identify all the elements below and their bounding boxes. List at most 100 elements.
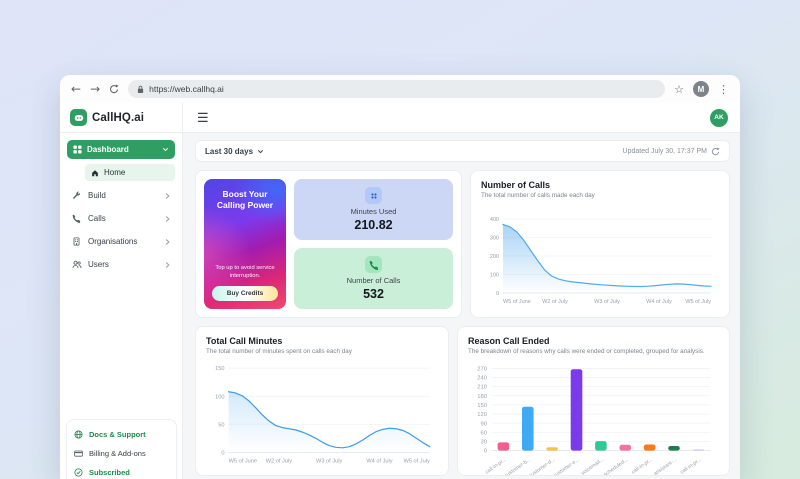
refresh-icon[interactable] xyxy=(711,146,720,156)
credit-card-icon xyxy=(74,449,83,458)
hamburger-menu-icon[interactable]: ☰ xyxy=(197,109,209,125)
summary-card: Boost Your Calling Power Top up to avoid… xyxy=(195,170,462,318)
chevron-down-icon xyxy=(162,146,169,153)
footer-item-label: Billing & Add-ons xyxy=(89,449,146,458)
svg-text:100: 100 xyxy=(215,394,224,400)
sidebar-item-label: Dashboard xyxy=(87,145,129,154)
sidebar-item-label: Calls xyxy=(88,214,106,223)
total-call-minutes-chart-card: Total Call Minutes The total number of m… xyxy=(195,326,449,476)
svg-text:W5 of June: W5 of June xyxy=(503,299,531,305)
chart-title: Number of Calls xyxy=(481,180,551,190)
date-range-dropdown[interactable]: Last 30 days xyxy=(205,147,264,156)
svg-text:60: 60 xyxy=(481,430,487,436)
minutes-used-icon xyxy=(365,187,382,204)
svg-text:call-in-pr...: call-in-pr... xyxy=(631,457,654,476)
reload-icon[interactable] xyxy=(109,84,119,94)
svg-text:0: 0 xyxy=(484,449,487,455)
billing-addons-link[interactable]: Billing & Add-ons xyxy=(74,444,169,463)
svg-text:W3 of July: W3 of July xyxy=(316,459,342,465)
home-icon xyxy=(91,169,99,177)
svg-text:W2 of July: W2 of July xyxy=(542,299,568,305)
app-header: CallHQ.ai ☰ AK xyxy=(60,103,740,133)
promo-subtitle: Top up to avoid service interruption. xyxy=(215,265,275,280)
svg-text:customer-b...: customer-b... xyxy=(503,457,532,476)
svg-text:W2 of July: W2 of July xyxy=(266,459,292,465)
sidebar-item-calls[interactable]: Calls xyxy=(67,207,175,230)
stat-label: Number of Calls xyxy=(346,276,401,285)
chart-subtitle: The total number of calls made each day xyxy=(481,192,595,199)
last-updated-label: Updated July 30, 17:37 PM xyxy=(622,147,707,155)
sidebar-item-label: Users xyxy=(88,260,109,269)
svg-text:W4 of July: W4 of July xyxy=(366,459,392,465)
chevron-right-icon xyxy=(164,192,171,200)
chart-subtitle: The total number of minutes spent on cal… xyxy=(206,348,352,355)
svg-text:30: 30 xyxy=(481,440,487,446)
filter-bar: Last 30 days Updated July 30, 17:37 PM xyxy=(195,140,730,162)
bookmark-star-icon[interactable]: ☆ xyxy=(674,82,684,96)
buy-credits-button[interactable]: Buy Credits xyxy=(212,286,278,301)
building-icon xyxy=(71,237,82,246)
svg-text:400: 400 xyxy=(490,217,499,223)
reason-call-ended-bar-chart: 0 30 60 90 120 150 180 210 240 270 call-in-pr... cu… xyxy=(468,362,719,476)
phone-icon xyxy=(71,214,82,223)
sidebar-item-organisations[interactable]: Organisations xyxy=(67,230,175,253)
sidebar-item-dashboard[interactable]: Dashboard xyxy=(67,140,175,159)
svg-text:W5 of July: W5 of July xyxy=(404,459,430,465)
browser-window: ← → https://web.callhq.ai ☆ M ⋮ CallHQ.a… xyxy=(60,75,740,479)
total-call-minutes-line-chart: 0 50 100 150 W5 of June W2 of July W3 of July W… xyxy=(206,362,438,471)
svg-text:W5 of June: W5 of June xyxy=(229,459,257,465)
chart-subtitle: The breakdown of reasons why calls were … xyxy=(468,348,705,355)
sidebar-item-home[interactable]: Home xyxy=(85,164,175,181)
svg-text:120: 120 xyxy=(477,412,487,418)
svg-text:0: 0 xyxy=(221,450,224,456)
footer-item-label: Subscribed xyxy=(89,468,130,477)
svg-text:210: 210 xyxy=(477,385,487,391)
sidebar-item-build[interactable]: Build xyxy=(67,184,175,207)
chevron-down-icon xyxy=(257,148,264,155)
svg-text:customer-d...: customer-d... xyxy=(528,457,557,476)
chart-title: Total Call Minutes xyxy=(206,336,283,346)
svg-text:customer-e...: customer-e... xyxy=(552,457,581,476)
minutes-used-card: Minutes Used 210.82 xyxy=(294,179,453,240)
svg-text:voicemail...: voicemail... xyxy=(580,457,605,476)
footer-item-label: Docs & Support xyxy=(89,430,146,439)
chevron-right-icon xyxy=(164,261,171,269)
lock-icon xyxy=(137,85,144,94)
back-icon[interactable]: ← xyxy=(71,82,82,96)
promo-title: Boost Your Calling Power xyxy=(216,189,274,211)
address-bar[interactable]: https://web.callhq.ai xyxy=(128,80,666,98)
browser-toolbar: ← → https://web.callhq.ai ☆ M ⋮ xyxy=(60,75,740,103)
browser-menu-kebab-icon[interactable]: ⋮ xyxy=(718,82,729,96)
calls-count-icon xyxy=(365,256,382,273)
forward-icon[interactable]: → xyxy=(90,82,101,96)
sidebar-item-label: Organisations xyxy=(88,237,138,246)
svg-text:W5 of July: W5 of July xyxy=(685,299,711,305)
check-circle-icon xyxy=(74,468,83,477)
app-logo[interactable]: CallHQ.ai xyxy=(60,103,183,132)
svg-text:0: 0 xyxy=(496,291,499,297)
date-range-label: Last 30 days xyxy=(205,146,254,156)
stat-value: 532 xyxy=(363,287,384,301)
app-logo-text: CallHQ.ai xyxy=(92,111,145,124)
browser-profile-avatar[interactable]: M xyxy=(693,81,709,97)
stat-label: Minutes Used xyxy=(350,207,397,216)
user-avatar[interactable]: AK xyxy=(710,108,728,127)
dashboard-grid-icon xyxy=(73,145,82,154)
sidebar-footer: Docs & Support Billing & Add-ons Subscri… xyxy=(66,419,177,479)
users-icon xyxy=(71,260,82,269)
app-body: Dashboard Home xyxy=(60,133,740,479)
last-updated: Updated July 30, 17:37 PM xyxy=(622,146,720,156)
sidebar-item-label: Home xyxy=(104,168,126,177)
svg-text:270: 270 xyxy=(477,366,487,372)
number-of-calls-area-chart: 0 100 200 300 400 W5 of June W2 of July W3 of J… xyxy=(481,213,719,311)
svg-text:100: 100 xyxy=(490,273,499,279)
sidebar-item-users[interactable]: Users xyxy=(67,253,175,276)
subscribed-status[interactable]: Subscribed xyxy=(74,463,169,479)
reason-call-ended-chart-card: Reason Call Ended The breakdown of reaso… xyxy=(457,326,730,476)
tools-icon xyxy=(71,191,82,200)
svg-text:240: 240 xyxy=(477,376,487,382)
main-content: Last 30 days Updated July 30, 17:37 PM xyxy=(183,133,740,479)
docs-support-link[interactable]: Docs & Support xyxy=(74,425,169,444)
number-of-calls-card: Number of Calls 532 xyxy=(294,248,453,309)
svg-text:150: 150 xyxy=(477,403,487,409)
